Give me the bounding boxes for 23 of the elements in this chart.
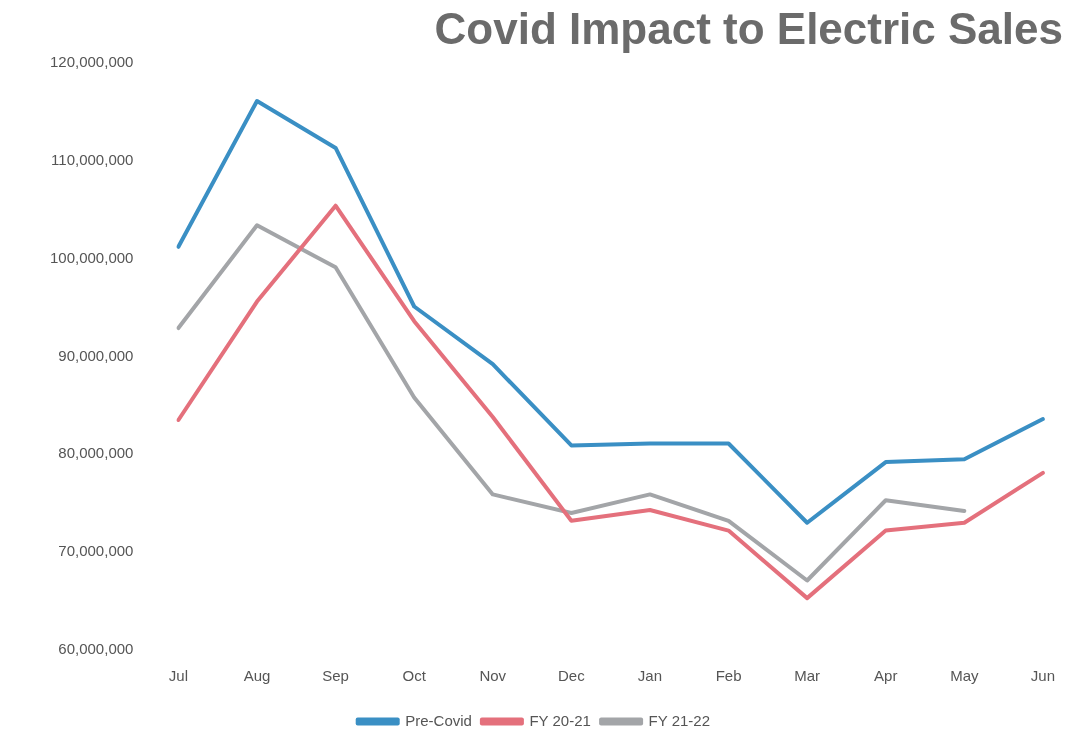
y-tick-label: 80,000,000 (58, 444, 134, 462)
x-tick-label: Oct (402, 667, 427, 685)
legend-label: FY 21-22 (648, 711, 711, 729)
x-tick-label: Jul (168, 667, 189, 685)
x-tick-label: Dec (558, 667, 586, 685)
y-tick-label: 120,000,000 (49, 52, 134, 70)
x-tick-label: Mar (794, 667, 821, 685)
x-tick-label: Jan (637, 667, 663, 685)
legend-label: Pre-Covid (405, 711, 472, 729)
chart-title: Covid Impact to Electric Sales (434, 3, 1063, 53)
x-tick-label: Nov (479, 667, 507, 685)
x-tick-label: Jun (1030, 667, 1055, 685)
y-tick-label: 70,000,000 (58, 542, 134, 560)
legend-label: FY 20-21 (529, 711, 591, 729)
x-tick-label: Apr (874, 667, 898, 685)
y-tick-label: 110,000,000 (51, 150, 134, 168)
y-tick-label: 90,000,000 (58, 346, 134, 364)
x-tick-label: Sep (322, 667, 349, 685)
x-tick-label: Feb (715, 667, 742, 685)
x-tick-label: May (950, 667, 979, 685)
x-tick-label: Aug (243, 667, 271, 685)
y-tick-label: 100,000,000 (49, 248, 134, 266)
y-tick-label: 60,000,000 (58, 640, 134, 658)
